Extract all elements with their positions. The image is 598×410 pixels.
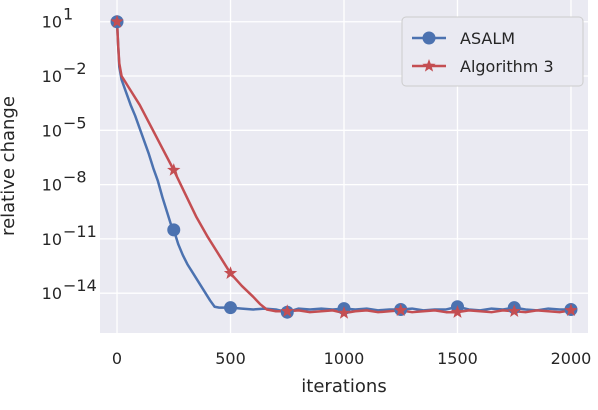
legend-marker-asalm: [422, 31, 436, 45]
y-tick-exponent: −11: [63, 222, 97, 241]
legend-box: [401, 16, 584, 87]
x-tick-label: 0: [112, 349, 122, 368]
y-tick-exponent: −2: [63, 59, 87, 78]
y-tick-exponent: −8: [63, 168, 87, 187]
y-tick-label: 10: [42, 176, 62, 195]
series-line-algorithm-3: [115, 21, 572, 315]
marker-algorithm-3: [280, 304, 294, 317]
marker-algorithm-3: [564, 303, 578, 317]
y-tick-label: 10: [42, 67, 62, 86]
marker-asalm: [167, 223, 181, 237]
y-tick-label: 10: [42, 284, 62, 303]
y-tick-label: 10: [42, 13, 62, 32]
x-axis-label: iterations: [301, 376, 386, 397]
marker-algorithm-3: [337, 306, 351, 319]
y-tick-exponent: 1: [63, 5, 73, 24]
y-tick-label: 10: [42, 121, 62, 140]
y-tick-label: 10: [42, 230, 62, 249]
x-tick-label: 1000: [324, 349, 365, 368]
x-tick-label: 2000: [551, 349, 592, 368]
marker-algorithm-3: [450, 305, 465, 318]
legend-marker-algorithm-3: [422, 59, 436, 72]
marker-algorithm-3: [167, 163, 181, 176]
series-group: [110, 14, 578, 319]
x-tick-label: 1500: [437, 349, 478, 368]
y-axis-label: relative change: [0, 96, 19, 236]
marker-asalm: [224, 301, 238, 315]
legend-label-algorithm-3: Algorithm 3: [460, 57, 554, 76]
marker-algorithm-3: [507, 304, 521, 317]
x-tick-labels: 0 500 1000 1500 2000: [112, 349, 591, 368]
marker-algorithm-3: [223, 266, 238, 279]
x-tick-label: 500: [215, 349, 246, 368]
y-tick-exponent: −5: [63, 113, 87, 132]
marker-algorithm-3: [110, 14, 124, 28]
marker-algorithm-3: [394, 303, 408, 317]
legend: ASALM Algorithm 3: [401, 16, 584, 87]
legend-label-asalm: ASALM: [460, 29, 515, 48]
y-tick-exponent: −14: [63, 276, 97, 295]
series-line-asalm: [115, 21, 571, 314]
